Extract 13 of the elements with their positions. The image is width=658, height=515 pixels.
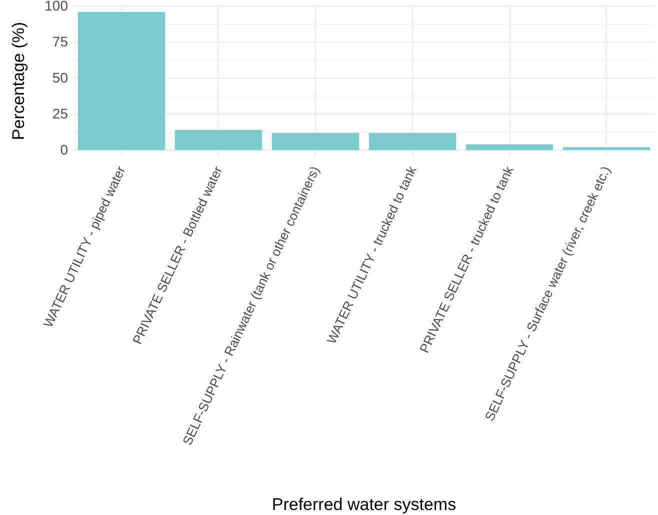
y-tick-label: 25 bbox=[52, 106, 68, 122]
bar bbox=[174, 130, 262, 150]
y-tick-label: 0 bbox=[60, 142, 68, 158]
y-tick-label: 100 bbox=[44, 0, 68, 14]
bar bbox=[368, 132, 456, 150]
y-tick-label: 50 bbox=[52, 70, 68, 86]
bar bbox=[78, 12, 166, 150]
bar bbox=[272, 132, 360, 150]
y-axis-title: Percentage (%) bbox=[9, 22, 28, 140]
bar bbox=[466, 144, 554, 150]
x-axis-title: Preferred water systems bbox=[272, 495, 456, 514]
bar bbox=[562, 147, 650, 150]
y-tick-label: 75 bbox=[52, 34, 68, 50]
